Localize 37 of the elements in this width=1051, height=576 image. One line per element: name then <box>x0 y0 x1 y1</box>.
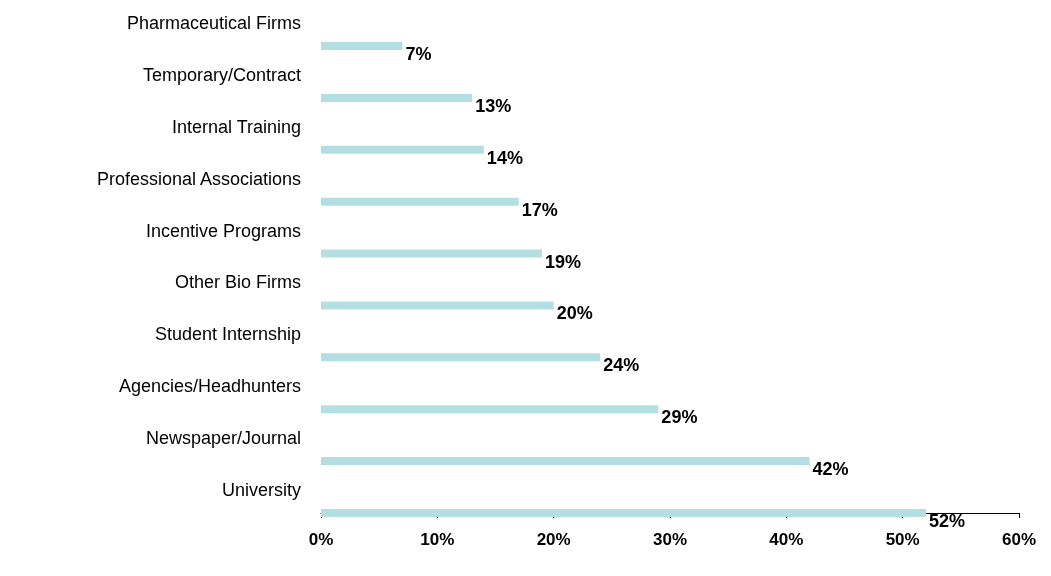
x-tick-label: 10% <box>420 530 455 549</box>
y-tick-label: Pharmaceutical Firms <box>126 13 301 33</box>
x-tick-label: 60% <box>1001 530 1037 549</box>
data-label: 42% <box>812 459 849 480</box>
bar <box>321 353 601 362</box>
x-tick-label: 20% <box>536 530 571 549</box>
bar <box>321 249 543 258</box>
x-tick-label: 0% <box>308 530 334 549</box>
x-tick-label: 30% <box>652 530 688 549</box>
bar <box>321 509 926 517</box>
data-label: 20% <box>556 303 593 324</box>
bar <box>321 405 659 414</box>
y-tick-label: Incentive Programs <box>145 220 301 241</box>
bar <box>321 42 403 50</box>
data-label: 52% <box>928 511 965 531</box>
y-tick-label: Agencies/Headhunters <box>118 376 301 397</box>
bar <box>321 145 484 154</box>
bar <box>321 93 473 102</box>
bar <box>321 457 810 466</box>
data-label: 24% <box>603 355 640 376</box>
y-tick-label: Newspaper/Journal <box>145 428 301 449</box>
y-tick-label: Student Internship <box>154 324 301 345</box>
x-tick-label: 40% <box>769 530 804 549</box>
bar <box>321 301 554 310</box>
data-label: 29% <box>661 407 698 428</box>
x-tick-label: 50% <box>885 530 920 549</box>
y-tick-label: University <box>221 480 301 500</box>
y-tick-label: Temporary/Contract <box>142 64 301 85</box>
data-label: 17% <box>521 199 558 220</box>
data-label: 14% <box>486 147 523 168</box>
y-tick-label: Professional Associations <box>96 168 301 189</box>
data-label: 19% <box>545 251 582 272</box>
data-label: 7% <box>405 44 432 64</box>
y-tick-label: Internal Training <box>171 116 301 137</box>
data-label: 13% <box>475 95 512 116</box>
bar <box>321 197 519 206</box>
y-tick-label: Other Bio Firms <box>174 272 301 293</box>
